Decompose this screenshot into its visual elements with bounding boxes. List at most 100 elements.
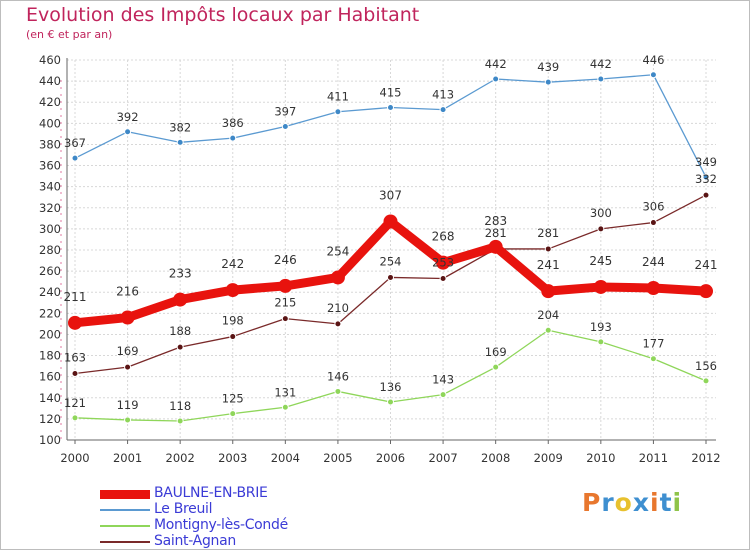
data-label-agnan: 198 [222, 314, 244, 328]
data-point-agnan [544, 245, 552, 253]
data-point-montigny [334, 387, 342, 395]
legend-label-baulne: BAULNE-EN-BRIE [154, 485, 268, 501]
x-tick-label: 2007 [428, 451, 457, 465]
y-tick-label: 240 [39, 285, 61, 299]
data-label-agnan: 281 [537, 226, 559, 240]
data-label-agnan: 163 [64, 351, 86, 365]
data-label-montigny: 119 [117, 398, 139, 412]
data-point-montigny [544, 326, 552, 334]
data-point-agnan [387, 273, 394, 281]
data-point-montigny [492, 363, 500, 371]
data-point-agnan [71, 370, 79, 377]
data-point-agnan [124, 363, 132, 371]
logo-letter: i [650, 488, 660, 517]
data-point-breuil [281, 123, 289, 130]
data-point-montigny [124, 416, 132, 424]
y-tick-label: 160 [39, 370, 61, 384]
y-tick-label: 400 [39, 116, 61, 130]
y-tick-label: 440 [39, 74, 61, 88]
y-tick-label: 220 [39, 306, 61, 320]
data-point-baulne [120, 310, 135, 325]
x-tick-label: 2003 [218, 451, 247, 465]
data-label-baulne: 233 [169, 267, 192, 281]
data-label-montigny: 136 [380, 380, 402, 394]
data-point-breuil [334, 108, 342, 116]
y-tick-label: 180 [39, 349, 61, 363]
y-tick-label: 120 [39, 412, 61, 426]
y-tick-label: 100 [39, 433, 61, 447]
data-point-baulne [278, 278, 293, 293]
data-label-montigny: 193 [590, 320, 612, 334]
logo-letter: t [659, 488, 673, 517]
x-tick-label: 2012 [691, 451, 720, 465]
x-tick-label: 2004 [271, 451, 300, 465]
data-label-breuil: 415 [380, 86, 402, 100]
logo-letter: i [672, 488, 683, 517]
y-tick-label: 280 [39, 243, 61, 257]
data-point-baulne [699, 284, 713, 299]
data-label-montigny: 125 [222, 392, 244, 406]
data-label-agnan: 169 [117, 344, 139, 358]
data-label-baulne: 283 [484, 214, 507, 228]
x-tick-label: 2011 [639, 451, 668, 465]
data-label-agnan: 306 [642, 200, 664, 214]
data-point-baulne [541, 284, 556, 299]
y-tick-label: 140 [39, 391, 61, 405]
y-tick-label: 420 [39, 95, 61, 109]
data-label-breuil: 411 [327, 90, 349, 104]
data-point-baulne [488, 239, 503, 254]
data-label-montigny: 146 [327, 369, 349, 383]
data-point-montigny [649, 355, 657, 363]
y-tick-label: 300 [39, 222, 61, 236]
data-label-montigny: 143 [432, 373, 454, 387]
data-point-breuil [544, 78, 552, 86]
data-label-breuil: 386 [222, 116, 244, 130]
data-point-breuil [176, 138, 184, 146]
data-point-agnan [176, 343, 184, 351]
legend-label-breuil: Le Breuil [154, 501, 213, 517]
data-label-breuil: 392 [117, 110, 139, 124]
y-tick-label: 460 [39, 53, 61, 67]
legend-label-montigny: Montigny-lès-Condé [154, 517, 288, 533]
data-label-baulne: 244 [642, 255, 665, 269]
y-tick-label: 380 [39, 137, 61, 151]
data-label-montigny: 156 [695, 359, 717, 373]
data-point-baulne [68, 315, 82, 330]
data-label-baulne: 307 [379, 189, 402, 203]
data-label-breuil: 349 [695, 155, 717, 169]
data-point-breuil [492, 75, 500, 83]
data-label-agnan: 210 [327, 301, 349, 315]
data-point-baulne [436, 255, 451, 270]
logo-letter: r [601, 488, 615, 517]
x-tick-label: 2000 [60, 451, 89, 465]
legend-label-agnan: Saint-Agnan [154, 533, 236, 549]
data-label-baulne: 242 [221, 257, 244, 271]
data-point-agnan [597, 225, 605, 233]
data-point-agnan [281, 315, 289, 323]
data-point-agnan [649, 219, 657, 227]
data-label-agnan: 253 [432, 256, 454, 270]
data-point-agnan [229, 333, 237, 341]
data-label-breuil: 439 [537, 60, 559, 74]
data-label-agnan: 188 [169, 324, 191, 338]
y-tick-label: 260 [39, 264, 61, 278]
data-point-breuil [702, 173, 710, 181]
chart-title: Evolution des Impôts locaux par Habitant [26, 4, 420, 26]
data-point-agnan [334, 320, 342, 328]
data-point-breuil [124, 128, 132, 136]
y-tick-label: 200 [39, 327, 61, 341]
legend-swatch-agnan [100, 541, 150, 543]
x-tick-label: 2008 [481, 451, 510, 465]
data-label-baulne: 211 [64, 290, 87, 304]
data-label-montigny: 121 [64, 396, 86, 410]
data-label-baulne: 216 [116, 285, 139, 299]
legend-swatch-breuil [100, 509, 150, 511]
y-tick-label: 340 [39, 180, 61, 194]
data-label-breuil: 442 [590, 57, 612, 71]
data-label-montigny: 118 [169, 399, 191, 413]
data-label-agnan: 254 [380, 254, 402, 268]
data-label-breuil: 382 [169, 120, 191, 134]
data-label-agnan: 332 [695, 172, 717, 186]
data-label-agnan: 300 [590, 206, 612, 220]
x-tick-label: 2002 [166, 451, 195, 465]
